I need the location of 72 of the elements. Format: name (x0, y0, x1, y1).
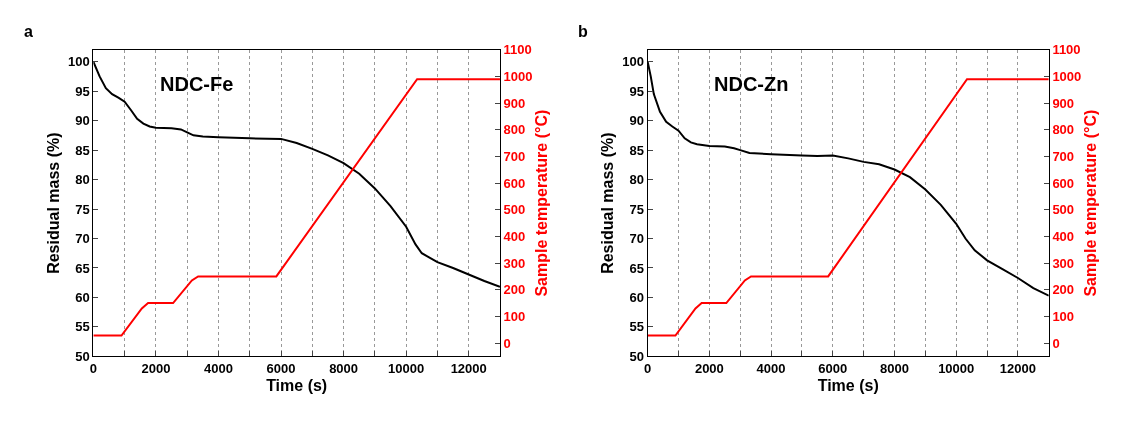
y-tick-label: 70 (75, 231, 90, 247)
annotation: NDC-Zn (714, 73, 789, 95)
x-tick-label: 2000 (694, 361, 724, 376)
y2-tick-label: 800 (1052, 122, 1075, 138)
y-tick-label: 65 (75, 260, 90, 276)
x-tick-label: 10000 (938, 361, 975, 376)
x-tick-label: 6000 (818, 361, 848, 376)
y-tick-label: 65 (629, 260, 645, 276)
y2-tick-label: 500 (503, 202, 526, 218)
y2-tick-label: 1100 (503, 42, 532, 58)
y-tick-label: 90 (75, 113, 90, 129)
y-tick-label: 80 (629, 172, 645, 188)
y2-tick-label: 1000 (503, 69, 533, 85)
y2-tick-label: 0 (503, 335, 511, 351)
y2-tick-label: 400 (1052, 229, 1075, 245)
x-tick-label: 10000 (388, 361, 425, 376)
y-tick-label: 50 (629, 348, 645, 364)
y2-tick-label: 600 (503, 175, 526, 191)
x-tick-label: 2000 (141, 361, 171, 376)
y-axis-title: Residual mass (%) (599, 132, 617, 274)
x-tick-label: 0 (644, 361, 652, 376)
x-tick-label: 0 (89, 361, 97, 376)
text: b (578, 23, 588, 40)
x-axis-title: Time (s) (266, 376, 328, 394)
text: a (24, 23, 33, 40)
y-tick-label: 70 (629, 231, 645, 247)
x-tick-label: 6000 (266, 361, 296, 376)
y2-axis-title: Sample temperature (°C) (533, 109, 551, 297)
y2-tick-label: 100 (503, 308, 526, 324)
y2-tick-label: 0 (1052, 335, 1060, 351)
line-series (647, 78, 1049, 337)
y2-tick-label: 1100 (1052, 42, 1081, 58)
y-tick-label: 60 (629, 290, 645, 305)
y-tick-label: 100 (68, 54, 90, 70)
y-tick-label: 95 (75, 83, 90, 99)
y2-tick-label: 600 (1052, 175, 1075, 191)
y2-tick-label: 900 (503, 95, 526, 111)
y-tick-label: 75 (75, 201, 90, 217)
x-axis-title: Time (s) (817, 376, 879, 394)
x-tick-label: 12000 (450, 361, 487, 376)
y2-axis-title: Sample temperature (°C) (1082, 109, 1099, 297)
x-tick-label: 12000 (999, 361, 1036, 376)
y2-tick-label: 100 (1052, 308, 1075, 324)
y-tick-label: 55 (75, 319, 90, 335)
y-axis-title: Residual mass (%) (44, 132, 62, 274)
y2-tick-label: 700 (503, 149, 526, 165)
x-tick-label: 8000 (329, 361, 359, 376)
y2-tick-label: 700 (1052, 149, 1075, 165)
y-tick-label: 100 (622, 54, 645, 70)
y-tick-label: 55 (629, 319, 645, 335)
y-tick-label: 85 (75, 142, 90, 158)
y-tick-label: 80 (75, 172, 90, 188)
annotation: NDC-Fe (160, 73, 234, 95)
x-tick-label: 4000 (204, 361, 233, 376)
y-tick-label: 95 (629, 83, 645, 99)
y2-tick-label: 400 (503, 229, 526, 245)
y-tick-label: 75 (629, 201, 645, 217)
y2-tick-label: 300 (1052, 255, 1075, 271)
y2-tick-label: 200 (1052, 282, 1075, 298)
y2-tick-label: 800 (503, 122, 526, 138)
y-tick-label: 90 (629, 113, 645, 129)
y-tick-label: 85 (629, 142, 645, 158)
y-tick-label: 60 (75, 290, 90, 305)
y2-tick-label: 500 (1052, 202, 1075, 218)
y2-tick-label: 300 (503, 255, 526, 271)
y2-tick-label: 1000 (1052, 69, 1082, 85)
y2-tick-label: 900 (1052, 95, 1075, 111)
x-tick-label: 8000 (880, 361, 909, 376)
x-tick-label: 4000 (756, 361, 786, 376)
line-series (93, 78, 500, 337)
y2-tick-label: 200 (503, 282, 526, 298)
y-tick-label: 50 (75, 348, 90, 364)
